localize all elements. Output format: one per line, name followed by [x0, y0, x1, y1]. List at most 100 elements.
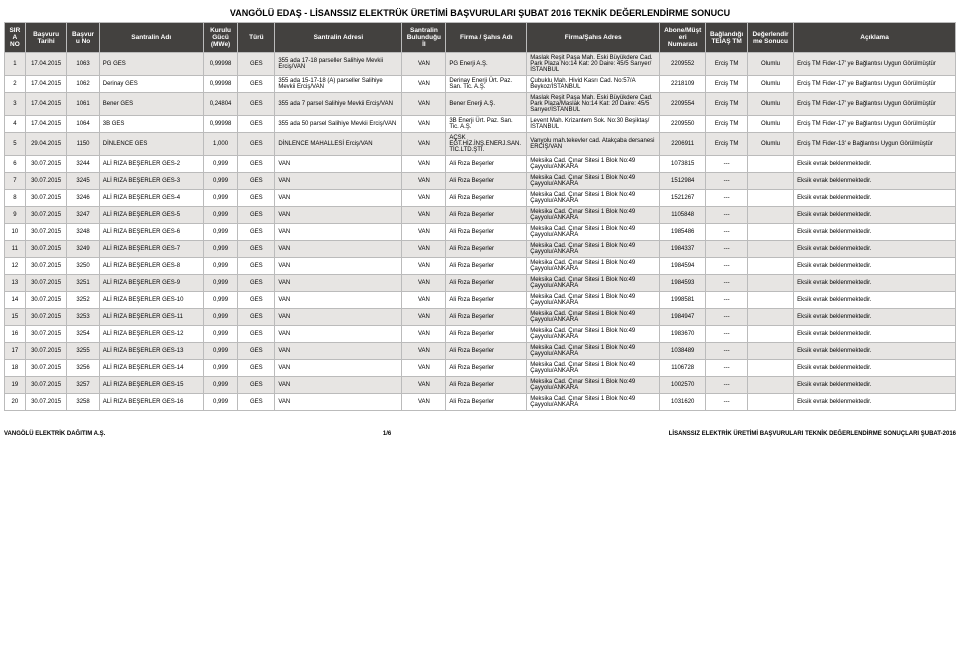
cell: 1512984 — [660, 173, 706, 190]
cell: 30.07.2015 — [25, 224, 67, 241]
cell: 0,999 — [203, 394, 238, 411]
cell: Meksika Cad. Çınar Sitesi 1 Blok No:49 Ç… — [527, 173, 660, 190]
cell — [747, 394, 793, 411]
cell: VAN — [275, 207, 402, 224]
cell: Eksik evrak beklenmektedir. — [794, 275, 956, 292]
cell: 1998581 — [660, 292, 706, 309]
cell: VAN — [402, 53, 446, 76]
cell: Eksik evrak beklenmektedir. — [794, 394, 956, 411]
cell: 17.04.2015 — [25, 53, 67, 76]
cell: 17.04.2015 — [25, 116, 67, 133]
cell: GES — [238, 53, 275, 76]
cell: 3251 — [67, 275, 99, 292]
data-table: SIRA NOBaşvuru TarihiBaşvuru NoSantralin… — [4, 22, 956, 411]
cell: 30.07.2015 — [25, 275, 67, 292]
cell: GES — [238, 190, 275, 207]
cell: VAN — [402, 156, 446, 173]
cell: 2 — [5, 76, 26, 93]
cell: 1064 — [67, 116, 99, 133]
cell: VAN — [275, 377, 402, 394]
cell: VAN — [275, 326, 402, 343]
cell: Bener Enerji A.Ş. — [446, 93, 527, 116]
cell: Eksik evrak beklenmektedir. — [794, 190, 956, 207]
cell: VAN — [402, 309, 446, 326]
cell: Ali Rıza Beşerler — [446, 360, 527, 377]
cell: 17.04.2015 — [25, 76, 67, 93]
cell — [747, 292, 793, 309]
cell: GES — [238, 360, 275, 377]
cell: --- — [706, 156, 748, 173]
cell: 13 — [5, 275, 26, 292]
cell: VAN — [275, 173, 402, 190]
cell: 0,999 — [203, 377, 238, 394]
cell: VAN — [402, 224, 446, 241]
cell: --- — [706, 173, 748, 190]
cell: ALİ RIZA BEŞERLER GES-15 — [99, 377, 203, 394]
cell: VAN — [402, 258, 446, 275]
cell: Meksika Cad. Çınar Sitesi 1 Blok No:49 Ç… — [527, 241, 660, 258]
table-row: 1630.07.20153254ALİ RIZA BEŞERLER GES-12… — [5, 326, 956, 343]
cell: 15 — [5, 309, 26, 326]
cell: GES — [238, 207, 275, 224]
cell — [747, 207, 793, 224]
cell: Erciş TM — [706, 116, 748, 133]
cell — [747, 190, 793, 207]
cell: 3257 — [67, 377, 99, 394]
cell: ALİ RIZA BEŞERLER GES-5 — [99, 207, 203, 224]
cell: 0,999 — [203, 360, 238, 377]
cell: Olumlu — [747, 76, 793, 93]
cell: Ali Rıza Beşerler — [446, 292, 527, 309]
cell: Maslak Reşit Paşa Mah. Eski Büyükdere Ca… — [527, 93, 660, 116]
cell: 7 — [5, 173, 26, 190]
cell: Meksika Cad. Çınar Sitesi 1 Blok No:49 Ç… — [527, 258, 660, 275]
cell: VAN — [275, 394, 402, 411]
cell: VAN — [402, 173, 446, 190]
col-header: SIRA NO — [5, 23, 26, 53]
cell: Eksik evrak beklenmektedir. — [794, 207, 956, 224]
cell: 0,99998 — [203, 76, 238, 93]
cell: ALİ RIZA BEŞERLER GES-14 — [99, 360, 203, 377]
cell: GES — [238, 173, 275, 190]
cell: Meksika Cad. Çınar Sitesi 1 Blok No:49 Ç… — [527, 190, 660, 207]
footer-right: LİSANSSIZ ELEKTRİK ÜRETİMİ BAŞVURULARI T… — [669, 431, 956, 437]
cell: Meksika Cad. Çınar Sitesi 1 Blok No:49 Ç… — [527, 309, 660, 326]
cell: VAN — [275, 258, 402, 275]
cell: Ali Rıza Beşerler — [446, 173, 527, 190]
cell: --- — [706, 241, 748, 258]
cell: 0,999 — [203, 173, 238, 190]
cell: PG GES — [99, 53, 203, 76]
cell: Meksika Cad. Çınar Sitesi 1 Blok No:49 Ç… — [527, 360, 660, 377]
cell: --- — [706, 258, 748, 275]
cell: Erciş TM Fider-17' ye Bağlantısı Uygun G… — [794, 116, 956, 133]
cell: ALİ RIZA BEŞERLER GES-3 — [99, 173, 203, 190]
table-row: 830.07.20153246ALİ RIZA BEŞERLER GES-40,… — [5, 190, 956, 207]
cell: Meksika Cad. Çınar Sitesi 1 Blok No:49 Ç… — [527, 377, 660, 394]
cell: 1 — [5, 53, 26, 76]
cell: Eksik evrak beklenmektedir. — [794, 224, 956, 241]
cell: 30.07.2015 — [25, 156, 67, 173]
cell: ALİ RIZA BEŞERLER GES-13 — [99, 343, 203, 360]
cell: 12 — [5, 258, 26, 275]
cell — [747, 309, 793, 326]
cell: VAN — [402, 326, 446, 343]
cell: Meksika Cad. Çınar Sitesi 1 Blok No:49 Ç… — [527, 275, 660, 292]
table-row: 1430.07.20153252ALİ RIZA BEŞERLER GES-10… — [5, 292, 956, 309]
cell: Levent Mah. Krizantem Sok. No:30 Beşikta… — [527, 116, 660, 133]
footer-center: 1/6 — [383, 431, 391, 437]
cell: Meksika Cad. Çınar Sitesi 1 Blok No:49 Ç… — [527, 292, 660, 309]
cell: 0,999 — [203, 190, 238, 207]
col-header: Başvuru Tarihi — [25, 23, 67, 53]
table-row: 1130.07.20153249ALİ RIZA BEŞERLER GES-70… — [5, 241, 956, 258]
col-header: Santralin Adresi — [275, 23, 402, 53]
cell: 0,999 — [203, 207, 238, 224]
cell: 1984337 — [660, 241, 706, 258]
cell: Eksik evrak beklenmektedir. — [794, 258, 956, 275]
cell: --- — [706, 377, 748, 394]
cell: GES — [238, 326, 275, 343]
cell: GES — [238, 133, 275, 156]
cell: 0,999 — [203, 224, 238, 241]
cell: VAN — [402, 275, 446, 292]
cell: 3 — [5, 93, 26, 116]
cell: 0,999 — [203, 241, 238, 258]
cell: --- — [706, 326, 748, 343]
